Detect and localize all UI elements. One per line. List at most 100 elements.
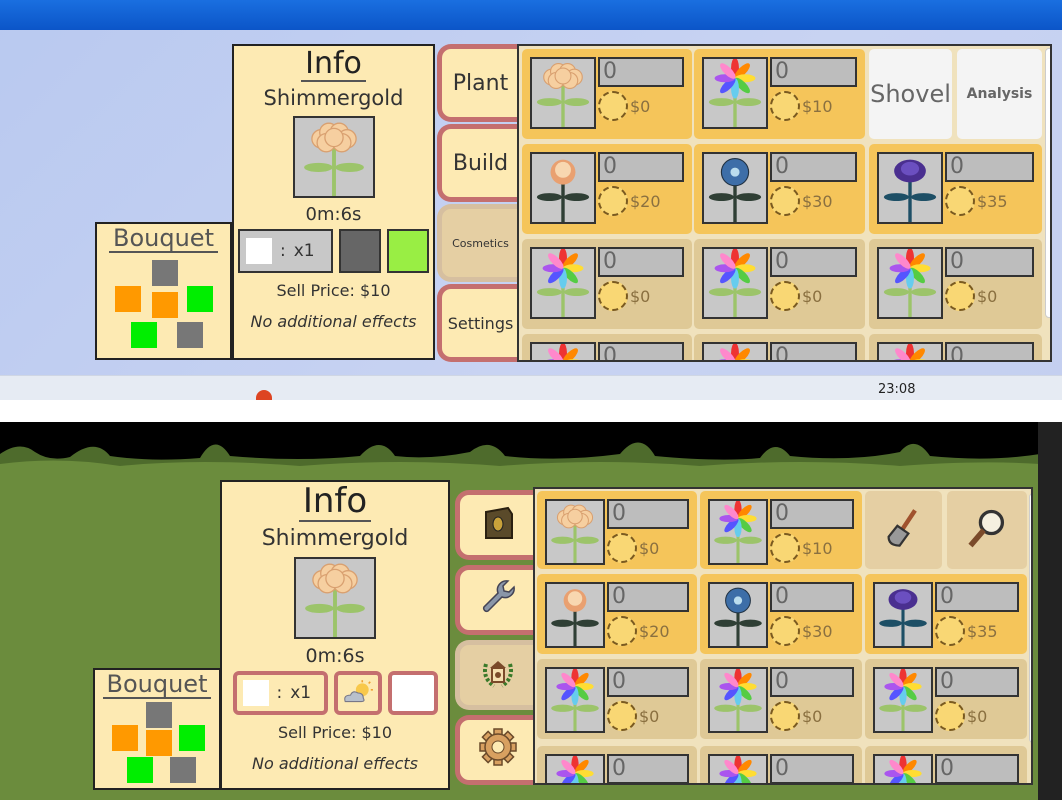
tool-shovel-button[interactable] — [865, 491, 942, 569]
seed-count: 0 — [770, 499, 854, 529]
seed-item-rainbow[interactable]: 0 — [694, 334, 865, 360]
bouquet-flower-square[interactable] — [115, 286, 141, 312]
quantity-separator: : — [276, 682, 283, 703]
seed-thumbnail — [702, 152, 768, 224]
weather-partly-sunny-icon — [343, 679, 373, 702]
scrollbar[interactable] — [1045, 48, 1050, 318]
tab-build[interactable]: Build — [437, 124, 519, 202]
coin-icon — [770, 616, 800, 646]
tool-analysis-button[interactable]: Analysis — [957, 49, 1042, 139]
seed-count: 0 — [598, 247, 684, 277]
seed-item-rainbow[interactable]: 0 $0 — [865, 659, 1027, 739]
bouquet-flower-square[interactable] — [126, 756, 153, 783]
quantity-slot[interactable]: : x1 — [238, 228, 333, 273]
seed-item-rainbow[interactable]: 0 — [700, 746, 862, 783]
tab-plant[interactable] — [455, 490, 535, 560]
seed-item-rainbow[interactable]: 0 — [537, 746, 697, 783]
seed-item-rainbow[interactable]: 0 $0 — [537, 659, 697, 739]
seed-thumbnail — [708, 499, 768, 565]
coin-icon — [945, 281, 975, 311]
seed-thumbnail — [873, 754, 933, 783]
effects-text: No additional effects — [251, 753, 419, 773]
gear-icon — [478, 727, 518, 773]
seed-thumbnail — [530, 152, 596, 224]
seed-count: 0 — [598, 152, 684, 182]
seed-shop-grid: 0 $0 0 $10 0 $20 0 $30 0 $35 0 $0 0 $0 0 $0 0 0 0 Shovel Ana… — [517, 44, 1052, 362]
bouquet-flower-square[interactable] — [111, 724, 138, 751]
seed-item-rainbow[interactable]: 0 — [865, 746, 1027, 783]
seed-count: 0 — [945, 247, 1034, 277]
seed-thumbnail — [702, 57, 768, 129]
bouquet-flower-square[interactable] — [131, 322, 157, 348]
weather-slot[interactable] — [333, 670, 382, 715]
modifier-slot[interactable] — [339, 228, 381, 273]
bouquet-flower-square[interactable] — [177, 322, 203, 348]
window-border — [1038, 422, 1062, 809]
tab-cosmetics[interactable]: Cosmetics — [437, 204, 519, 282]
seed-thumbnail — [708, 582, 768, 648]
seed-item-rainbow[interactable]: 0 — [522, 334, 692, 360]
seed-item-shimmergold[interactable]: 0 $0 — [537, 491, 697, 569]
bouquet-flower-square[interactable] — [187, 286, 213, 312]
seed-count: 0 — [770, 667, 854, 697]
seed-thumbnail — [702, 247, 768, 319]
coin-icon — [607, 533, 637, 563]
white-swatch — [242, 679, 269, 706]
tab-cosmetics[interactable] — [455, 640, 535, 710]
bouquet-flower-square[interactable] — [152, 292, 178, 318]
seed-thumbnail — [545, 754, 605, 783]
coin-icon — [935, 701, 965, 731]
bouquet-flower-square[interactable] — [179, 724, 206, 751]
sell-price: Sell Price: $10 — [276, 280, 391, 300]
seed-price: $10 — [802, 539, 833, 558]
seed-item-rainbow[interactable]: 0 — [869, 334, 1042, 360]
seed-item-blue-daisy[interactable]: 0 $30 — [700, 574, 862, 654]
seed-count: 0 — [770, 342, 857, 360]
coin-icon — [935, 616, 965, 646]
sell-price: Sell Price: $10 — [277, 722, 393, 742]
seed-count: 0 — [607, 499, 689, 529]
tool-analysis-button[interactable] — [947, 491, 1027, 569]
info-title: Info — [301, 48, 366, 82]
seed-item-rainbow[interactable]: 0 $0 — [522, 239, 692, 329]
lantern-wreath-icon — [478, 652, 518, 698]
info-slots: : x1 — [222, 670, 448, 715]
seed-item-purple-rose[interactable]: 0 $35 — [869, 144, 1042, 234]
seed-item-rainbow[interactable]: 0 $10 — [694, 49, 865, 139]
coin-icon — [770, 701, 800, 731]
bouquet-flower-square[interactable] — [146, 730, 173, 757]
modifier-slot[interactable] — [387, 228, 429, 273]
bouquet-flower-square[interactable] — [146, 701, 173, 728]
bouquet-title: Bouquet — [102, 671, 212, 700]
seed-item-rainbow[interactable]: 0 $0 — [700, 659, 862, 739]
seed-item-peach-rose[interactable]: 0 $20 — [537, 574, 697, 654]
tool-shovel-button[interactable]: Shovel — [869, 49, 952, 139]
bouquet-flower-square[interactable] — [169, 756, 196, 783]
scrollbar[interactable] — [1029, 493, 1031, 743]
seed-price: $20 — [630, 192, 661, 211]
seed-price: $30 — [802, 192, 833, 211]
seed-item-rainbow[interactable]: 0 $0 — [869, 239, 1042, 329]
seed-count: 0 — [607, 754, 689, 783]
coin-icon — [770, 281, 800, 311]
shovel-icon — [882, 506, 926, 554]
tab-settings[interactable] — [455, 715, 535, 785]
empty-slot[interactable] — [387, 670, 438, 715]
seed-item-shimmergold[interactable]: 0 $0 — [522, 49, 692, 139]
seed-item-blue-daisy[interactable]: 0 $30 — [694, 144, 865, 234]
seed-thumbnail — [708, 667, 768, 733]
seed-item-purple-rose[interactable]: 0 $35 — [865, 574, 1027, 654]
seed-price: $0 — [639, 539, 660, 558]
seed-item-rainbow[interactable]: 0 $10 — [700, 491, 862, 569]
seed-count: 0 — [935, 667, 1019, 697]
quantity-slot[interactable]: : x1 — [232, 670, 328, 715]
bouquet-flower-square[interactable] — [152, 260, 178, 286]
seed-item-rainbow[interactable]: 0 $0 — [694, 239, 865, 329]
tab-build[interactable] — [455, 565, 535, 635]
info-title: Info — [298, 483, 372, 522]
notification-icon[interactable] — [256, 390, 272, 400]
tab-plant[interactable]: Plant — [437, 44, 519, 122]
taskbar-clock: 23:08 — [878, 382, 916, 397]
tab-settings[interactable]: Settings — [437, 284, 519, 362]
seed-item-peach-rose[interactable]: 0 $20 — [522, 144, 692, 234]
